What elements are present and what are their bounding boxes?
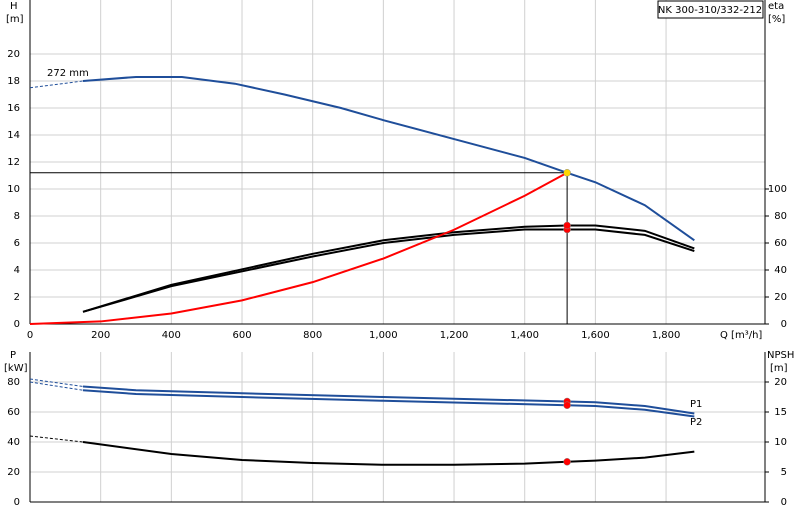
duty-point xyxy=(563,458,571,466)
curve xyxy=(82,385,695,415)
y2-tick-label: 100 xyxy=(768,184,787,195)
x-label: Q [m³/h] xyxy=(720,330,762,341)
curve-label: 272 mm xyxy=(47,68,89,79)
duty-point xyxy=(563,401,571,409)
y2-tick-label: 15 xyxy=(774,407,787,418)
y-tick-label: 0 xyxy=(14,319,20,330)
x-tick-label: 1,600 xyxy=(581,330,610,341)
title-box xyxy=(657,0,764,19)
x-tick-label: 600 xyxy=(232,330,251,341)
y2-tick-label: 0 xyxy=(781,319,787,330)
y-tick-label: 40 xyxy=(7,437,20,448)
curve xyxy=(82,228,695,313)
y-tick-label: 16 xyxy=(7,103,20,114)
y2-tick-label: 20 xyxy=(774,292,787,303)
x-tick-label: 1,800 xyxy=(652,330,681,341)
curve xyxy=(82,389,695,418)
y-tick-label: 80 xyxy=(7,377,20,388)
y-unit: [kW] xyxy=(4,363,28,374)
x-tick-label: 0 xyxy=(27,330,33,341)
y-label: H xyxy=(10,1,18,12)
y2-tick-label: 40 xyxy=(774,265,787,276)
y-tick-label: 12 xyxy=(7,157,20,168)
y-label: P xyxy=(10,350,16,361)
y-tick-label: 14 xyxy=(7,130,20,141)
y2-tick-label: 80 xyxy=(774,211,787,222)
y2-unit: [%] xyxy=(768,14,785,25)
power-chart: 0 20 40 60 80 0 5 10 15 20 xyxy=(7,352,787,508)
y-tick-label: 6 xyxy=(14,238,20,249)
y2-tick-label: 60 xyxy=(774,238,787,249)
y2-unit: [m] xyxy=(770,363,788,374)
y-tick-label: 18 xyxy=(7,76,20,87)
y2-tick-label: 5 xyxy=(781,467,787,478)
y-tick-label: 2 xyxy=(14,292,20,303)
y2-label: eta xyxy=(768,1,784,12)
x-tick-label: 800 xyxy=(303,330,322,341)
y-tick-label: 20 xyxy=(7,49,20,60)
y-tick-label: 60 xyxy=(7,407,20,418)
curve xyxy=(82,441,695,466)
duty-point xyxy=(563,221,571,230)
extrapolation-line xyxy=(29,435,84,443)
y-tick-label: 0 xyxy=(14,497,20,508)
y-unit: [m] xyxy=(6,14,24,25)
curve-label: P2 xyxy=(690,417,702,428)
x-tick-label: 1,000 xyxy=(369,330,398,341)
y2-tick-label: 0 xyxy=(781,497,787,508)
chart-title: NK 300-310/332-212 xyxy=(658,5,762,16)
y-tick-label: 10 xyxy=(7,184,20,195)
y2-tick-label: 10 xyxy=(774,437,787,448)
extrapolation-line xyxy=(29,378,84,387)
x-tick-label: 1,400 xyxy=(510,330,539,341)
curve-label: P1 xyxy=(690,399,702,410)
x-tick-label: 200 xyxy=(91,330,110,341)
y2-label: NPSH xyxy=(767,350,794,361)
duty-point xyxy=(563,169,571,177)
head-chart: 0 200 400 600 800 1,000 1,200 1,400 1,600 1,80002… xyxy=(7,0,787,341)
y-tick-label: 20 xyxy=(7,467,20,478)
y-tick-label: 4 xyxy=(14,265,20,276)
curve xyxy=(29,171,568,325)
curve xyxy=(82,224,695,313)
y2-tick-label: 20 xyxy=(774,377,787,388)
extrapolation-line xyxy=(29,80,84,89)
extrapolation-line xyxy=(29,381,84,391)
y-tick-label: 8 xyxy=(14,211,20,222)
x-tick-label: 400 xyxy=(162,330,181,341)
x-tick-label: 1,200 xyxy=(440,330,469,341)
curve xyxy=(82,75,695,242)
